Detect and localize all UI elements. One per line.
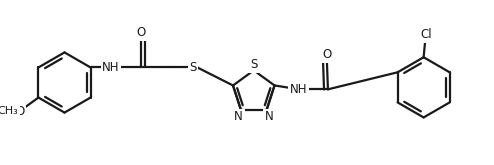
Text: CH₃: CH₃ xyxy=(0,106,18,116)
Text: Cl: Cl xyxy=(420,28,432,41)
Text: N: N xyxy=(234,110,243,123)
Text: O: O xyxy=(322,48,331,61)
Text: S: S xyxy=(250,58,257,71)
Text: O: O xyxy=(15,105,25,118)
Text: NH: NH xyxy=(102,61,120,74)
Text: O: O xyxy=(136,26,146,39)
Text: S: S xyxy=(189,61,197,74)
Text: N: N xyxy=(265,110,273,123)
Text: NH: NH xyxy=(290,83,308,96)
